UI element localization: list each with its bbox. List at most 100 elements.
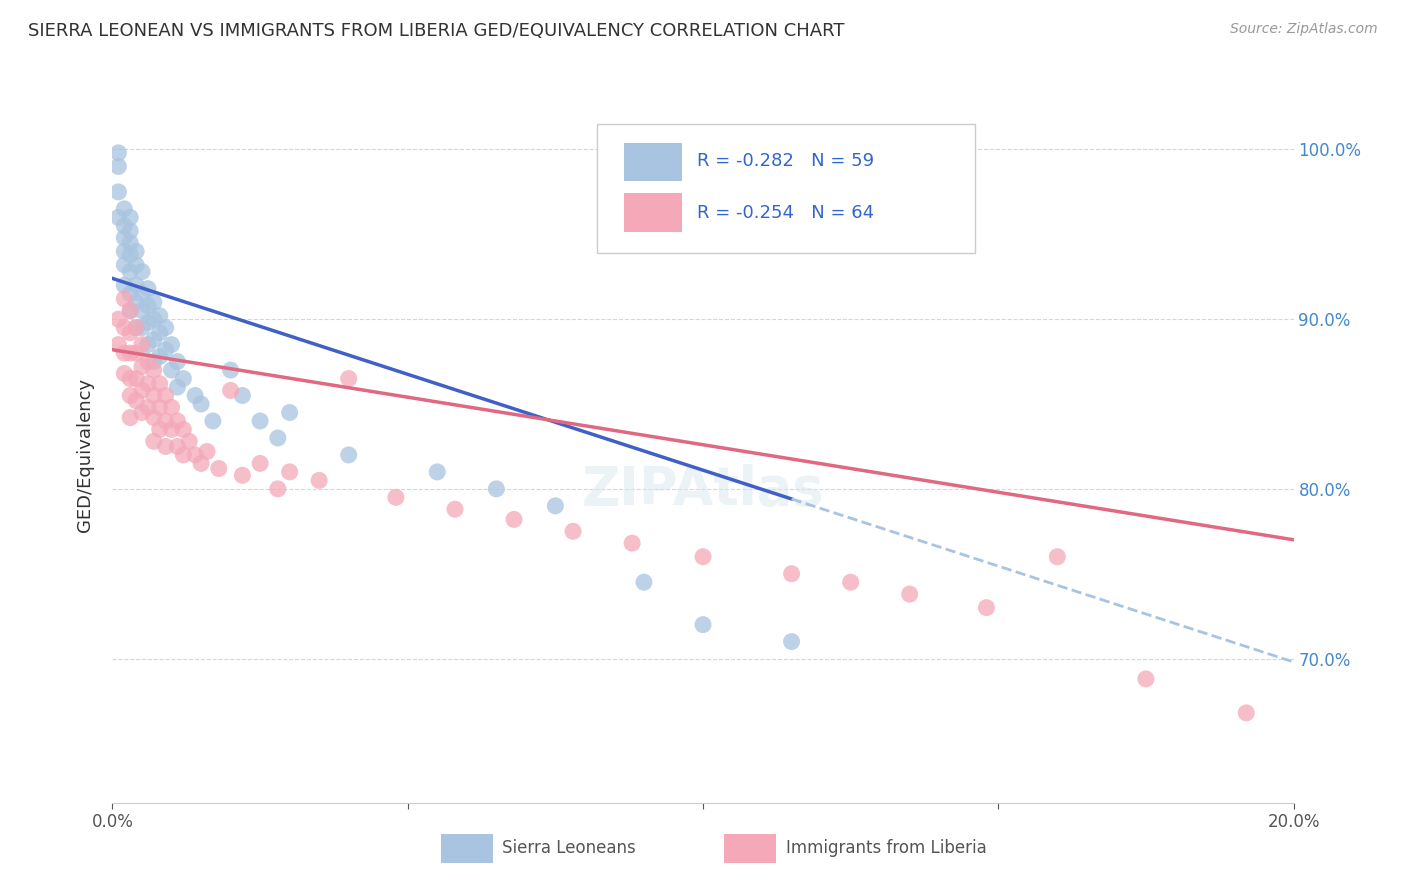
Text: Source: ZipAtlas.com: Source: ZipAtlas.com	[1230, 22, 1378, 37]
Point	[166, 439, 188, 453]
Point	[112, 292, 135, 306]
Point	[976, 600, 998, 615]
Point	[120, 326, 142, 340]
Point	[485, 482, 508, 496]
Point	[112, 219, 135, 233]
Point	[219, 363, 242, 377]
Text: Immigrants from Liberia: Immigrants from Liberia	[786, 839, 987, 857]
Point	[219, 384, 242, 398]
Point	[172, 371, 194, 385]
Point	[125, 244, 148, 259]
Point	[231, 468, 253, 483]
Point	[155, 320, 177, 334]
Text: Sierra Leoneans: Sierra Leoneans	[502, 839, 636, 857]
Point	[208, 461, 231, 475]
Point	[195, 444, 218, 458]
Point	[308, 474, 330, 488]
Point	[385, 491, 408, 505]
Point	[149, 401, 172, 415]
FancyBboxPatch shape	[624, 143, 682, 181]
Point	[125, 320, 148, 334]
Point	[120, 346, 142, 360]
Point	[131, 359, 153, 374]
Point	[562, 524, 585, 539]
Point	[184, 448, 207, 462]
Point	[1234, 706, 1257, 720]
Point	[125, 278, 148, 293]
Point	[160, 422, 183, 436]
Point	[155, 414, 177, 428]
Point	[125, 346, 148, 360]
Point	[136, 337, 159, 351]
Point	[131, 303, 153, 318]
Point	[136, 376, 159, 391]
Point	[160, 401, 183, 415]
Point	[131, 265, 153, 279]
Point	[155, 343, 177, 357]
Point	[125, 258, 148, 272]
Point	[120, 388, 142, 402]
Point	[142, 410, 165, 425]
Point	[231, 388, 253, 402]
Point	[149, 350, 172, 364]
Point	[120, 410, 142, 425]
Point	[107, 211, 129, 225]
Point	[201, 414, 224, 428]
Point	[633, 575, 655, 590]
Point	[142, 312, 165, 326]
Point	[267, 431, 290, 445]
Point	[621, 536, 644, 550]
Point	[125, 320, 148, 334]
Point	[249, 414, 271, 428]
Point	[160, 337, 183, 351]
Point	[149, 326, 172, 340]
Point	[136, 299, 159, 313]
Point	[839, 575, 862, 590]
Point	[155, 388, 177, 402]
Point	[249, 457, 271, 471]
Point	[142, 434, 165, 449]
Point	[120, 265, 142, 279]
Point	[166, 414, 188, 428]
Point	[780, 566, 803, 581]
Point	[107, 312, 129, 326]
Point	[131, 320, 153, 334]
Point	[337, 371, 360, 385]
Text: SIERRA LEONEAN VS IMMIGRANTS FROM LIBERIA GED/EQUIVALENCY CORRELATION CHART: SIERRA LEONEAN VS IMMIGRANTS FROM LIBERI…	[28, 22, 845, 40]
Point	[131, 286, 153, 301]
Point	[172, 422, 194, 436]
Point	[112, 230, 135, 244]
Point	[149, 309, 172, 323]
Point	[692, 617, 714, 632]
Point	[136, 282, 159, 296]
Text: R = -0.254   N = 64: R = -0.254 N = 64	[697, 203, 875, 222]
Point	[692, 549, 714, 564]
Point	[337, 448, 360, 462]
Point	[112, 320, 135, 334]
Point	[544, 499, 567, 513]
Point	[125, 393, 148, 408]
Point	[426, 465, 449, 479]
Point	[267, 482, 290, 496]
Point	[142, 388, 165, 402]
Point	[184, 388, 207, 402]
Point	[120, 303, 142, 318]
Point	[149, 422, 172, 436]
Point	[155, 439, 177, 453]
Point	[142, 295, 165, 310]
Point	[503, 512, 526, 526]
Point	[120, 286, 142, 301]
Point	[278, 405, 301, 419]
Point	[120, 303, 142, 318]
Point	[136, 354, 159, 368]
Point	[107, 160, 129, 174]
Point	[149, 376, 172, 391]
Point	[179, 434, 201, 449]
Point	[172, 448, 194, 462]
Point	[112, 244, 135, 259]
Point	[107, 145, 129, 160]
Point	[780, 634, 803, 648]
Point	[136, 401, 159, 415]
Text: R = -0.282   N = 59: R = -0.282 N = 59	[697, 153, 875, 170]
Point	[120, 371, 142, 385]
